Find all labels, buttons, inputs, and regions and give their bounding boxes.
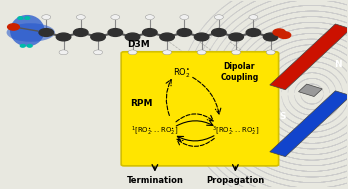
Text: Termination: Termination bbox=[126, 176, 183, 185]
Text: RPM: RPM bbox=[130, 99, 152, 108]
Circle shape bbox=[76, 15, 85, 19]
Text: S: S bbox=[279, 112, 286, 121]
Text: D3M: D3M bbox=[127, 40, 149, 49]
Circle shape bbox=[273, 29, 285, 36]
Circle shape bbox=[73, 29, 88, 36]
Circle shape bbox=[212, 29, 226, 36]
Text: $\mathregular{RO_2^{\bullet}}$: $\mathregular{RO_2^{\bullet}}$ bbox=[173, 67, 190, 80]
Text: Dipolar
Coupling: Dipolar Coupling bbox=[220, 62, 259, 82]
Circle shape bbox=[125, 33, 140, 41]
Ellipse shape bbox=[10, 15, 45, 46]
Circle shape bbox=[27, 45, 32, 47]
FancyBboxPatch shape bbox=[121, 52, 279, 166]
Circle shape bbox=[143, 29, 157, 36]
Circle shape bbox=[42, 15, 51, 19]
Circle shape bbox=[8, 24, 19, 30]
Circle shape bbox=[25, 17, 30, 19]
Text: Propagation: Propagation bbox=[206, 176, 264, 185]
Circle shape bbox=[94, 50, 103, 55]
Circle shape bbox=[229, 33, 243, 41]
Circle shape bbox=[249, 15, 258, 19]
Circle shape bbox=[197, 50, 206, 55]
Circle shape bbox=[145, 15, 154, 19]
Circle shape bbox=[214, 15, 223, 19]
Circle shape bbox=[246, 29, 261, 36]
Circle shape bbox=[266, 50, 275, 55]
Text: N: N bbox=[334, 60, 342, 69]
Text: $^3$[$\mathregular{RO_2^{\bullet}}\!...\mathregular{RO_2^{\bullet}}$]: $^3$[$\mathregular{RO_2^{\bullet}}\!...\… bbox=[212, 124, 259, 138]
Polygon shape bbox=[270, 91, 348, 157]
Circle shape bbox=[56, 33, 71, 41]
Circle shape bbox=[177, 29, 192, 36]
Circle shape bbox=[278, 32, 291, 38]
Circle shape bbox=[263, 33, 278, 41]
Circle shape bbox=[195, 33, 209, 41]
Ellipse shape bbox=[7, 23, 55, 42]
Circle shape bbox=[128, 50, 137, 55]
Circle shape bbox=[111, 15, 120, 19]
Text: $^1$[$\mathregular{RO_2^{\bullet}}\!...\mathregular{RO_2^{\bullet}}$]: $^1$[$\mathregular{RO_2^{\bullet}}\!...\… bbox=[131, 124, 179, 138]
Circle shape bbox=[59, 50, 68, 55]
Circle shape bbox=[180, 15, 189, 19]
Circle shape bbox=[39, 29, 54, 36]
Circle shape bbox=[163, 50, 172, 55]
Circle shape bbox=[91, 33, 105, 41]
Circle shape bbox=[21, 45, 25, 47]
Polygon shape bbox=[299, 84, 322, 97]
Circle shape bbox=[108, 29, 122, 36]
Polygon shape bbox=[270, 24, 348, 90]
Circle shape bbox=[160, 33, 174, 41]
Circle shape bbox=[232, 50, 240, 55]
Circle shape bbox=[18, 17, 23, 19]
